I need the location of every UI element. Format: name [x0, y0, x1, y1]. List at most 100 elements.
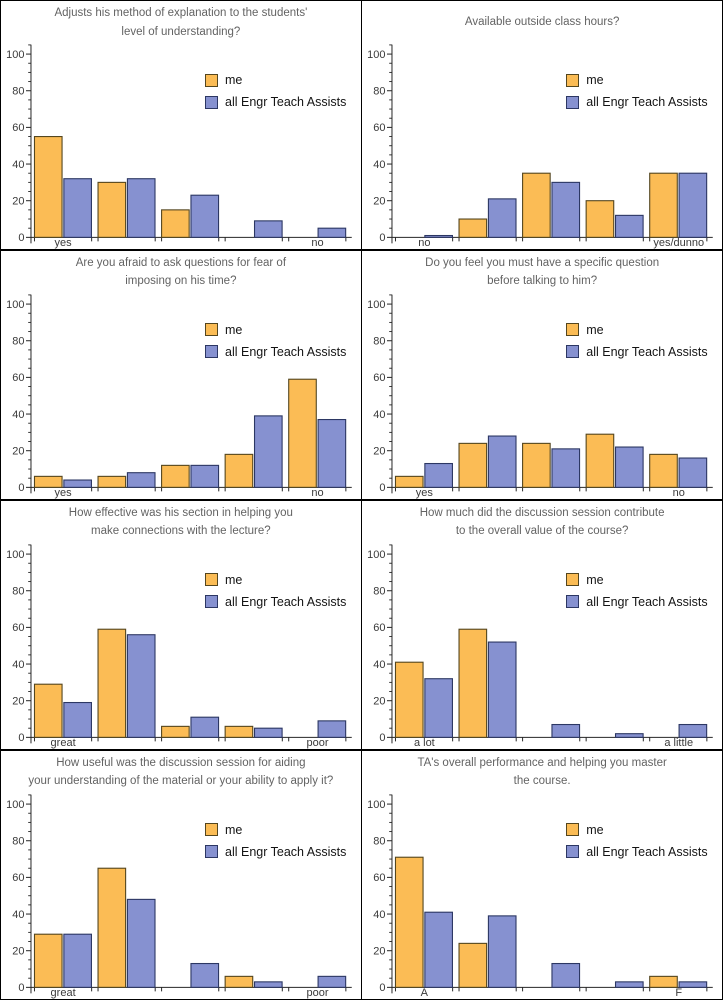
chart-title: Available outside class hours?	[362, 2, 722, 43]
y-tick-label: 60	[12, 872, 24, 884]
legend-swatch-me	[205, 573, 218, 587]
chart-title: TA's overall performance and helping you…	[362, 752, 722, 793]
x-axis-label: a lot	[413, 736, 435, 749]
y-tick-label: 20	[12, 445, 24, 457]
y-tick-label: 100	[6, 799, 24, 811]
bar-me-group-4	[585, 433, 615, 488]
bar-me-group-4	[224, 725, 254, 738]
chart-title: Do you feel you must have a specific que…	[362, 252, 722, 293]
y-tick-label: 100	[6, 299, 24, 311]
bar-me-group-2	[458, 442, 488, 488]
chart-title: Adjusts his method of explanation to the…	[1, 2, 361, 43]
legend-row: me	[205, 322, 346, 337]
bar-ta-group-4	[615, 214, 644, 238]
x-axis-label: no	[311, 237, 324, 249]
bar-ta-group-4	[253, 220, 283, 238]
chart-panel-6: 0 20 40 60 80 100 How much did the discussion …	[362, 500, 722, 750]
bar-me-group-2	[97, 475, 127, 488]
bar-ta-group-1	[424, 234, 454, 238]
x-axis-label: great	[50, 986, 76, 999]
chart-title-line: level of understanding?	[121, 25, 241, 38]
bar-chart-4: 0 20 40 60 80 100	[367, 294, 714, 494]
chart-title-line: Adjusts his method of explanation to the…	[54, 7, 308, 19]
chart-title: How useful was the discussion session fo…	[1, 752, 361, 793]
x-axis-label: F	[675, 986, 683, 999]
legend-label: me	[586, 572, 604, 587]
x-axis-label: A	[420, 986, 429, 999]
bar-me-group-2	[97, 867, 127, 988]
chart-title-line: make connections with the lecture?	[91, 525, 271, 538]
legend-label: me	[225, 322, 243, 337]
y-tick-label: 20	[373, 695, 385, 707]
y-tick-label: 40	[373, 159, 385, 171]
chart-title-line: How effective was his section in helping…	[68, 506, 293, 519]
legend-label: all Engr Teach Assists	[225, 344, 347, 359]
y-tick-label: 60	[373, 372, 385, 384]
legend-row: me	[205, 823, 346, 837]
y-tick-label: 40	[373, 659, 385, 671]
bar-ta-group-1	[424, 462, 454, 488]
legend-row: me	[566, 73, 707, 87]
legend-row: all Engr Teach Assists	[566, 844, 708, 859]
legend-row: all Engr Teach Assists	[566, 95, 708, 109]
legend-label: all Engr Teach Assists	[225, 844, 347, 859]
chart-title-line: Available outside class hours?	[464, 16, 620, 29]
bar-ta-group-1	[63, 178, 92, 238]
bar-chart-3: 0 20 40 60 80 100	[6, 294, 352, 494]
legend-swatch-me	[205, 73, 218, 87]
chart-panel-7: 0 20 40 60 80 100 How useful was the discussio…	[1, 750, 361, 999]
bar-me-group-2	[97, 628, 127, 738]
x-axis-label: yes	[415, 486, 433, 499]
bar-ta-group-1	[424, 677, 454, 738]
bar-ta-group-3	[551, 723, 581, 738]
bar-me-group-5	[288, 378, 317, 488]
legend-label: all Engr Teach Assists	[225, 95, 347, 109]
y-tick-label: 100	[367, 49, 385, 61]
y-tick-label: 0	[18, 232, 24, 244]
bar-ta-group-5	[317, 720, 347, 738]
bar-chart-2: 0 20 40 60 80 100	[367, 44, 714, 244]
legend-label: all Engr Teach Assists	[225, 594, 347, 609]
y-tick-label: 80	[373, 835, 385, 847]
y-tick-label: 20	[373, 195, 385, 207]
x-axis-label: yes	[54, 486, 72, 499]
legend-row: me	[205, 73, 346, 87]
bar-ta-group-5	[678, 172, 708, 238]
bar-ta-group-1	[63, 701, 92, 738]
legend: me all Engr Teach Assists	[566, 323, 708, 368]
legend-swatch-ta	[205, 95, 218, 109]
bar-me-group-1	[395, 661, 424, 738]
bar-me-group-2	[97, 181, 127, 238]
bar-me-group-5	[649, 172, 679, 238]
chart-title-line: to the overall value of the course?	[455, 525, 629, 538]
y-tick-label: 20	[373, 445, 385, 457]
bar-ta-group-1	[424, 911, 454, 988]
bar-me-group-5	[649, 453, 679, 488]
bar-chart-7: 0 20 40 60 80 100	[6, 794, 352, 994]
y-tick-label: 20	[12, 695, 24, 707]
bar-ta-group-5	[317, 418, 347, 488]
y-tick-label: 100	[367, 299, 385, 311]
y-tick-label: 60	[373, 122, 385, 134]
chart-title-line: TA's overall performance and helping you…	[417, 756, 667, 769]
y-tick-label: 80	[12, 835, 24, 847]
bar-chart-8: 0 20 40 60 80 100	[367, 794, 714, 994]
legend-swatch-ta	[205, 345, 218, 359]
legend-swatch-me	[205, 323, 218, 337]
legend-label: all Engr Teach Assists	[586, 844, 708, 859]
bar-chart-1: 0 20 40 60 80 100	[6, 44, 352, 244]
y-tick-label: 0	[380, 732, 386, 744]
bar-ta-group-4	[615, 980, 644, 988]
bar-me-group-3	[161, 725, 190, 738]
x-axis-label: no	[672, 486, 685, 499]
bar-ta-group-3	[190, 464, 220, 488]
legend-label: me	[586, 73, 604, 87]
y-tick-label: 0	[380, 982, 386, 994]
chart-panel-3: 0 20 40 60 80 100 Are you afraid to ask questi…	[1, 250, 361, 500]
chart-panel-5: 0 20 40 60 80 100 How effective was his sectio…	[1, 500, 361, 750]
bar-me-group-3	[522, 172, 551, 238]
legend-swatch-ta	[205, 595, 218, 609]
legend-label: all Engr Teach Assists	[586, 95, 708, 109]
bar-ta-group-5	[678, 980, 708, 988]
bar-ta-group-3	[190, 194, 220, 238]
